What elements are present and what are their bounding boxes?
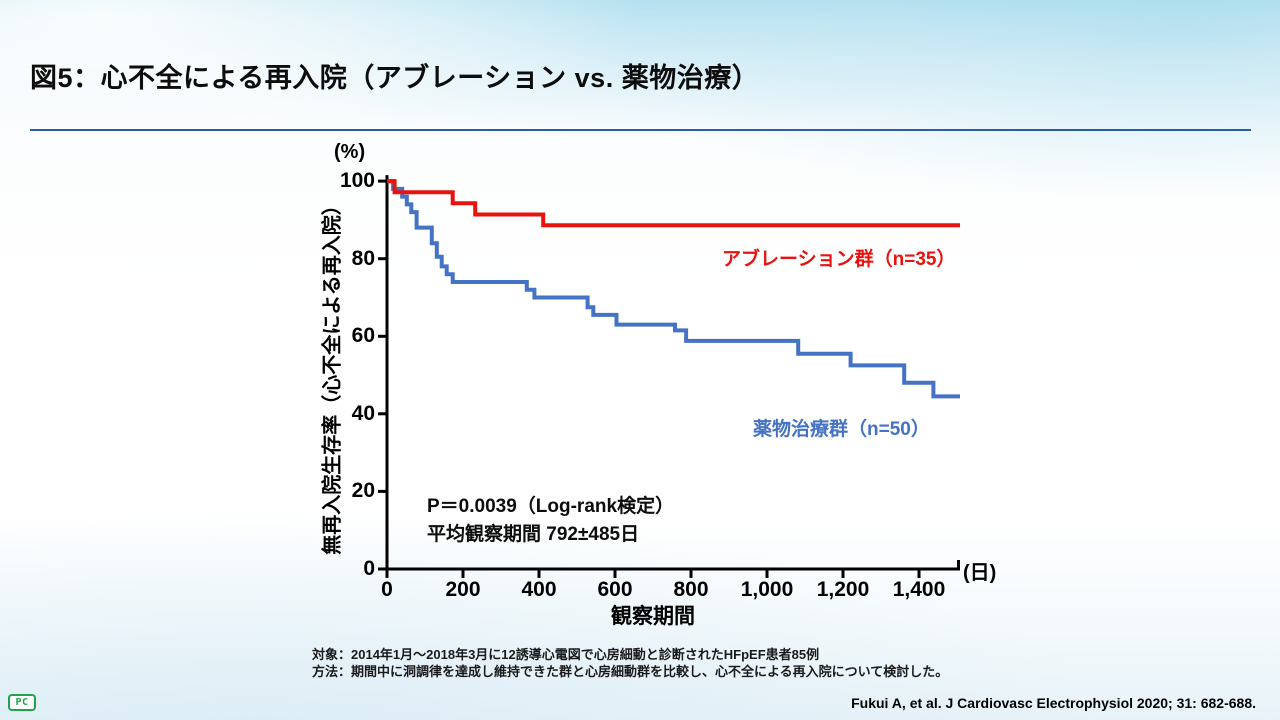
citation: Fukui A, et al. J Cardiovasc Electrophys… [851, 695, 1256, 711]
y-tick-label: 20 [351, 479, 375, 503]
y-tick-label: 0 [363, 557, 375, 580]
series-curve-1 [387, 179, 960, 399]
y-tick-label: 40 [351, 401, 375, 425]
legend-ablation-group: アブレーション群（n=35） [722, 249, 956, 270]
statistics-annotation: P＝0.0039（Log-rank検定） 平均観察期間 792±485日 [427, 493, 674, 549]
footnote-methods: 方法：期間中に洞調律を達成し維持できた群と心房細動群を比較し、心不全による再入院… [312, 664, 949, 679]
pc-logo: PC [8, 694, 36, 711]
series-curve-0 [387, 179, 960, 228]
x-tick-label: 800 [673, 578, 709, 601]
x-tick-label: 1,200 [816, 578, 870, 601]
follow-up-text: 平均観察期間 792±485日 [427, 524, 640, 545]
y-axis-unit-label: (%) [334, 141, 366, 163]
x-axis-title: 観察期間 [611, 605, 695, 628]
footnote-subjects: 対象：2014年1月～2018年3月に12誘導心電図で心房細動と診断されたHFp… [312, 647, 820, 662]
x-tick-label: 400 [521, 578, 557, 601]
x-tick-label: 1,400 [892, 578, 946, 601]
footnotes: 対象：2014年1月～2018年3月に12誘導心電図で心房細動と診断されたHFp… [312, 646, 948, 680]
p-value-text: P＝0.0039（Log-rank検定） [427, 496, 675, 517]
legend-drug-therapy-group: 薬物治療群（n=50） [753, 419, 930, 440]
x-tick-label: 0 [381, 578, 393, 601]
title-underline [30, 129, 1251, 131]
y-tick-label: 60 [351, 324, 375, 348]
x-tick-label: 200 [445, 578, 481, 601]
x-tick-label: 1,000 [740, 578, 794, 601]
x-tick-label: 600 [597, 578, 633, 601]
y-tick-label: 100 [339, 169, 375, 193]
x-axis-unit-label: (日) [963, 562, 997, 584]
slide-title: 図5：心不全による再入院（アブレーション vs. 薬物治療） [30, 63, 760, 93]
y-tick-label: 80 [351, 246, 375, 270]
